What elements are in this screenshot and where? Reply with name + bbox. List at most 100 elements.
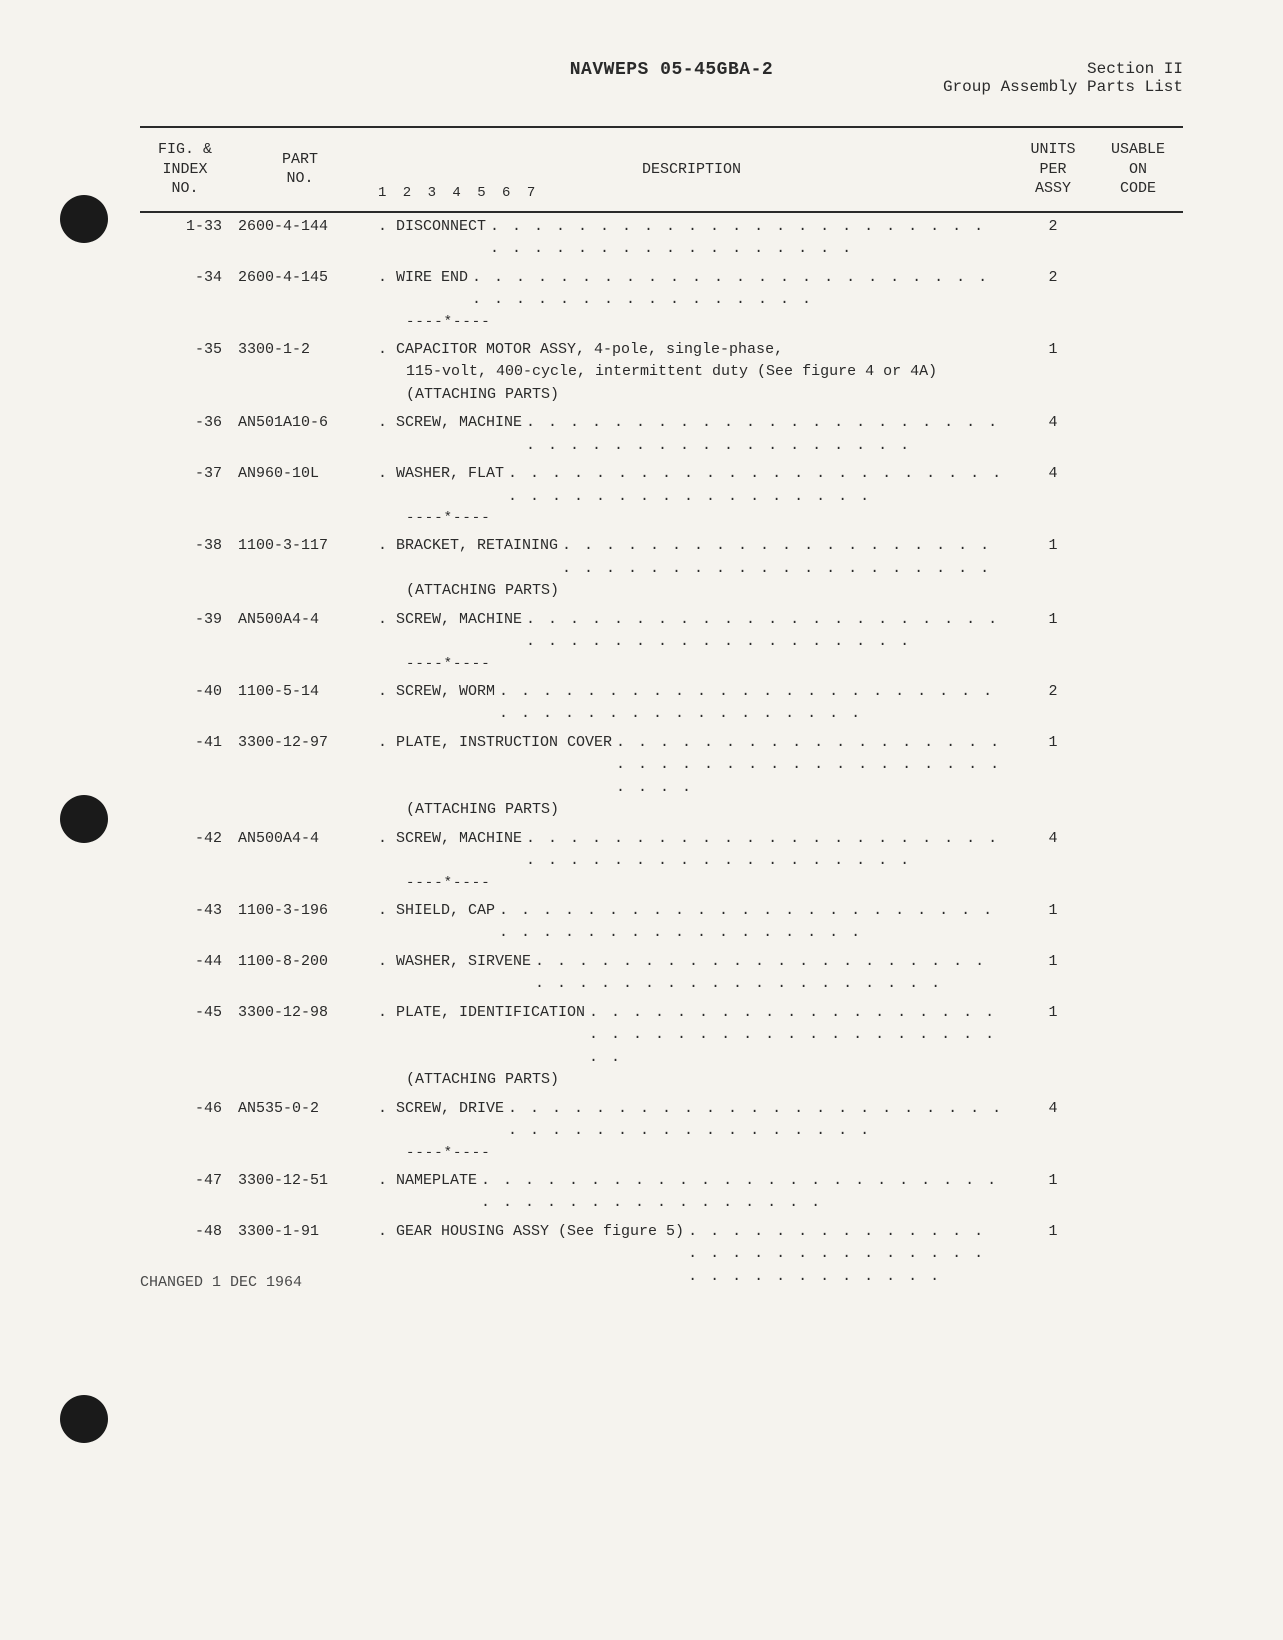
separator: ----*---- [378, 873, 1005, 894]
cell-units: 2 [1013, 678, 1093, 729]
cell-code [1093, 897, 1183, 948]
table-row: -42AN500A4-4. SCREW, MACHINE . . . . . .… [140, 825, 1183, 897]
table-row: -441100-8-200. WASHER, SIRVENE . . . . .… [140, 948, 1183, 999]
page-content: NAVWEPS 05-45GBA-2 Section II Group Asse… [0, 0, 1283, 1331]
table-row: -413300-12-97. PLATE, INSTRUCTION COVER … [140, 729, 1183, 825]
col-header-code: USABLEONCODE [1093, 127, 1183, 212]
cell-description: . SCREW, MACHINE . . . . . . . . . . . .… [370, 825, 1013, 897]
cell-index: -35 [140, 336, 230, 410]
cell-units: 1 [1013, 336, 1093, 410]
cell-part: 1100-3-196 [230, 897, 370, 948]
cell-part: 3300-1-2 [230, 336, 370, 410]
cell-part: 1100-5-14 [230, 678, 370, 729]
cell-code [1093, 336, 1183, 410]
cell-part: AN500A4-4 [230, 606, 370, 678]
separator: ----*---- [378, 654, 1005, 675]
document-id: NAVWEPS 05-45GBA-2 [400, 60, 943, 80]
cell-part: 2600-4-145 [230, 264, 370, 336]
cell-description: . SCREW, DRIVE . . . . . . . . . . . . .… [370, 1095, 1013, 1167]
cell-index: -34 [140, 264, 230, 336]
cell-description: . PLATE, INSTRUCTION COVER . . . . . . .… [370, 729, 1013, 825]
cell-index: -36 [140, 409, 230, 460]
cell-index: -39 [140, 606, 230, 678]
table-body: 1-332600-4-144. DISCONNECT . . . . . . .… [140, 212, 1183, 1292]
cell-description: . DISCONNECT . . . . . . . . . . . . . .… [370, 212, 1013, 264]
cell-code [1093, 409, 1183, 460]
col-header-part: PARTNO. [230, 127, 370, 212]
table-row: -36AN501A10-6. SCREW, MACHINE . . . . . … [140, 409, 1183, 460]
table-row: -401100-5-14. SCREW, WORM . . . . . . . … [140, 678, 1183, 729]
cell-part: 2600-4-144 [230, 212, 370, 264]
cell-code [1093, 532, 1183, 606]
cell-part: 3300-12-51 [230, 1167, 370, 1218]
cell-units: 1 [1013, 729, 1093, 825]
cell-description: . CAPACITOR MOTOR ASSY, 4-pole, single-p… [370, 336, 1013, 410]
description-subline: (ATTACHING PARTS) [378, 384, 1005, 407]
cell-units: 1 [1013, 999, 1093, 1095]
table-row: -473300-12-51. NAMEPLATE . . . . . . . .… [140, 1167, 1183, 1218]
cell-part: 3300-12-98 [230, 999, 370, 1095]
table-row: -381100-3-117. BRACKET, RETAINING . . . … [140, 532, 1183, 606]
cell-units: 1 [1013, 948, 1093, 999]
parts-table: FIG. &INDEXNO. PARTNO. DESCRIPTION 1 2 3… [140, 126, 1183, 1291]
cell-index: -37 [140, 460, 230, 532]
cell-index: -47 [140, 1167, 230, 1218]
cell-part: AN535-0-2 [230, 1095, 370, 1167]
cell-units: 1 [1013, 897, 1093, 948]
description-subline: (ATTACHING PARTS) [378, 799, 1005, 822]
separator: ----*---- [378, 312, 1005, 333]
cell-code [1093, 678, 1183, 729]
cell-index: -42 [140, 825, 230, 897]
cell-description: . SCREW, MACHINE . . . . . . . . . . . .… [370, 409, 1013, 460]
cell-index: -43 [140, 897, 230, 948]
col-header-units: UNITSPERASSY [1013, 127, 1093, 212]
cell-part: 3300-12-97 [230, 729, 370, 825]
page-footer: CHANGED 1 DEC 1964 [140, 1274, 302, 1291]
cell-units: 1 [1013, 1218, 1093, 1292]
separator: ----*---- [378, 508, 1005, 529]
cell-description: . BRACKET, RETAINING . . . . . . . . . .… [370, 532, 1013, 606]
cell-code [1093, 1218, 1183, 1292]
description-subline: 115-volt, 400-cycle, intermittent duty (… [378, 361, 1005, 384]
cell-units: 4 [1013, 825, 1093, 897]
punch-hole [60, 1395, 108, 1443]
table-row: -39AN500A4-4. SCREW, MACHINE . . . . . .… [140, 606, 1183, 678]
cell-units: 2 [1013, 212, 1093, 264]
cell-index: -45 [140, 999, 230, 1095]
cell-description: . SCREW, WORM . . . . . . . . . . . . . … [370, 678, 1013, 729]
cell-units: 4 [1013, 409, 1093, 460]
cell-code [1093, 264, 1183, 336]
cell-code [1093, 999, 1183, 1095]
cell-part: AN960-10L [230, 460, 370, 532]
col-header-description: DESCRIPTION 1 2 3 4 5 6 7 [370, 127, 1013, 212]
section-info: Section II Group Assembly Parts List [943, 60, 1183, 96]
table-row: -37AN960-10L. WASHER, FLAT . . . . . . .… [140, 460, 1183, 532]
table-row: -353300-1-2. CAPACITOR MOTOR ASSY, 4-pol… [140, 336, 1183, 410]
cell-units: 1 [1013, 532, 1093, 606]
cell-description: . WASHER, FLAT . . . . . . . . . . . . .… [370, 460, 1013, 532]
cell-code [1093, 212, 1183, 264]
indent-numbers: 1 2 3 4 5 6 7 [378, 184, 539, 202]
cell-part: 1100-8-200 [230, 948, 370, 999]
table-row: -46AN535-0-2. SCREW, DRIVE . . . . . . .… [140, 1095, 1183, 1167]
table-row: -342600-4-145. WIRE END . . . . . . . . … [140, 264, 1183, 336]
description-subline: (ATTACHING PARTS) [378, 1069, 1005, 1092]
cell-code [1093, 606, 1183, 678]
cell-description: . SHIELD, CAP . . . . . . . . . . . . . … [370, 897, 1013, 948]
cell-index: -41 [140, 729, 230, 825]
cell-index: -40 [140, 678, 230, 729]
cell-description: . PLATE, IDENTIFICATION . . . . . . . . … [370, 999, 1013, 1095]
cell-code [1093, 825, 1183, 897]
cell-index: -44 [140, 948, 230, 999]
section-title: Group Assembly Parts List [943, 78, 1183, 96]
cell-part: 1100-3-117 [230, 532, 370, 606]
cell-units: 4 [1013, 1095, 1093, 1167]
cell-code [1093, 460, 1183, 532]
separator: ----*---- [378, 1143, 1005, 1164]
table-header-row: FIG. &INDEXNO. PARTNO. DESCRIPTION 1 2 3… [140, 127, 1183, 212]
cell-units: 2 [1013, 264, 1093, 336]
col-header-index: FIG. &INDEXNO. [140, 127, 230, 212]
cell-units: 4 [1013, 460, 1093, 532]
cell-description: . NAMEPLATE . . . . . . . . . . . . . . … [370, 1167, 1013, 1218]
cell-code [1093, 1095, 1183, 1167]
